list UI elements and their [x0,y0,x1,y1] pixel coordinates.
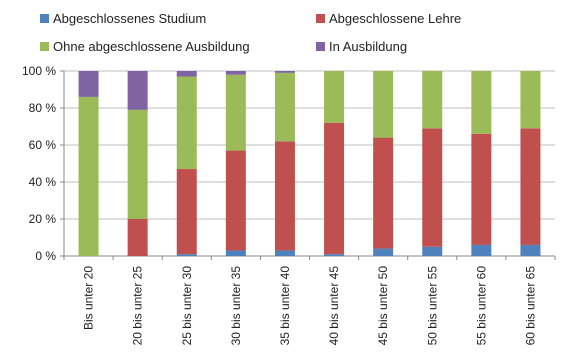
legend-label-3: Ohne abgeschlossene Ausbildung [53,39,250,54]
bar-segment-1-9 [471,244,492,256]
bar-segment-3-1 [78,96,99,257]
x-category-label: 30 bis unter 35 [229,266,243,346]
bar-segment-3-6 [324,71,345,123]
bar-segment-3-4 [225,74,246,151]
legend-label-1: Abgeschlossenes Studium [53,11,206,26]
x-category-label: Bis unter 20 [82,266,96,330]
bar-segment-2-4 [225,150,246,251]
y-tick-label: 0 % [35,249,56,263]
bar-segment-1-4 [225,250,246,256]
x-category-label: 55 bis unter 60 [474,266,488,346]
bar-segment-3-2 [127,109,148,219]
x-category-label: 45 bis unter 50 [376,266,390,346]
bar-segment-2-2 [127,219,148,256]
x-category-label: 20 bis unter 25 [131,266,145,346]
bar-segment-2-9 [471,133,492,245]
y-tick-label: 60 % [29,138,57,152]
y-tick-label: 80 % [29,101,57,115]
bar-segment-3-7 [373,71,394,138]
x-category-label: 25 bis unter 30 [180,266,194,346]
bar-segment-4-5 [274,71,295,73]
legend-label-2: Abgeschlossene Lehre [329,11,461,26]
x-category-label: 35 bis unter 40 [278,266,292,346]
bar-segment-4-2 [127,71,148,110]
bar-segment-2-5 [274,141,295,251]
legend: Abgeschlossenes Studium Abgeschlossene Le… [40,11,461,54]
bar-segment-1-7 [373,248,394,256]
legend-swatch-2 [316,14,325,23]
y-tick-label: 40 % [29,175,57,189]
bar-segment-3-3 [176,76,197,170]
y-tick-label: 20 % [29,212,57,226]
bar-segment-3-9 [471,71,492,134]
x-category-label: 40 bis unter 45 [327,266,341,346]
x-category-label: 60 bis unter 65 [523,266,537,346]
legend-swatch-4 [316,42,325,51]
bar-segment-4-1 [78,71,99,97]
y-tick-label: 100 % [22,64,56,78]
legend-swatch-1 [40,14,49,23]
bar-segment-1-8 [422,246,443,256]
bar-segment-2-8 [422,128,443,247]
bars [78,71,541,257]
bar-segment-3-8 [422,71,443,129]
legend-label-4: In Ausbildung [329,39,407,54]
legend-swatch-3 [40,42,49,51]
bar-segment-4-3 [176,71,197,77]
x-category-label: 50 bis unter 55 [425,266,439,346]
bar-segment-2-6 [324,122,345,255]
bar-segment-1-3 [176,254,197,256]
y-axis: 0 % 20 % 40 % 60 % 80 % 100 % [22,64,65,263]
bar-segment-1-6 [324,254,345,256]
bar-segment-1-10 [520,244,541,256]
bar-segment-2-10 [520,128,541,245]
bar-segment-3-10 [520,71,541,129]
bar-segment-4-4 [225,71,246,75]
bar-segment-3-5 [274,72,295,142]
bar-segment-2-7 [373,137,394,249]
bar-segment-1-5 [274,250,295,256]
bar-segment-2-3 [176,169,197,255]
x-axis: Bis unter 20 20 bis unter 25 25 bis unter … [63,256,556,346]
